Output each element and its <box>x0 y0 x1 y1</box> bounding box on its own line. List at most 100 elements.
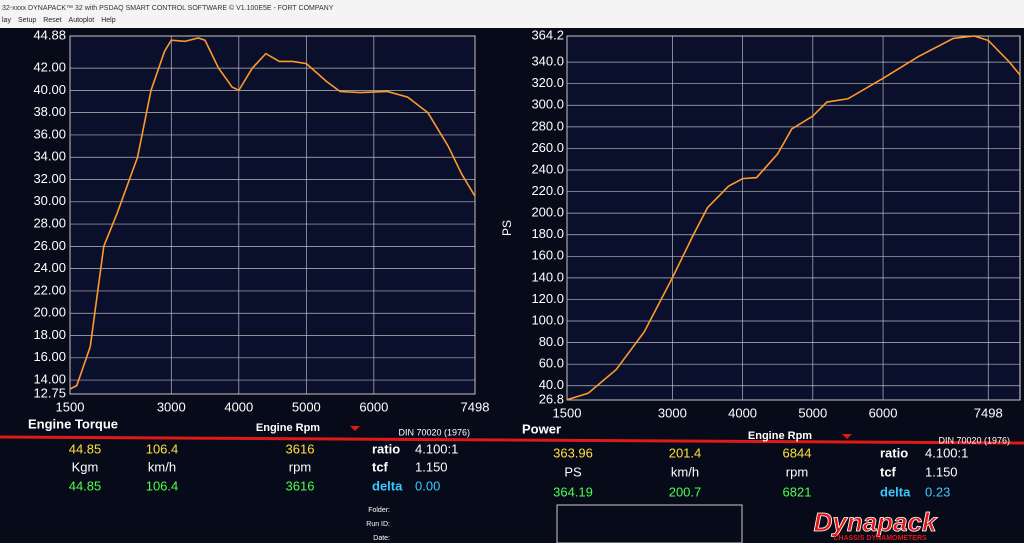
x-axis-label: Engine Rpm <box>748 430 812 442</box>
sort-arrow <box>842 434 852 439</box>
readout-value: km/h <box>148 459 176 474</box>
y-tick-label: 40.0 <box>539 377 564 392</box>
readout-value: km/h <box>671 464 699 479</box>
y-tick-label: 300.0 <box>531 97 564 112</box>
y-tick-label: 280.0 <box>531 118 564 133</box>
x-tick-label: 4000 <box>728 405 757 420</box>
readout-value: 364.19 <box>553 484 593 499</box>
run-info-label: Run ID: <box>366 521 390 528</box>
y-tick-label: 80.0 <box>539 334 564 349</box>
x-tick-label: 4000 <box>224 399 253 414</box>
x-tick-label: 7498 <box>974 405 1003 420</box>
x-tick-label: 1500 <box>553 405 582 420</box>
readout-value: ratio <box>372 441 400 456</box>
standard-note: DIN 70020 (1976) <box>938 435 1010 445</box>
readout-value: 201.4 <box>669 445 702 460</box>
y-tick-label: 42.00 <box>33 60 66 75</box>
logo: Dynapack <box>814 507 938 537</box>
y-tick-label: 32.00 <box>33 171 66 186</box>
comment-box <box>556 504 743 543</box>
y-tick-label: 44.88 <box>33 27 66 42</box>
x-tick-label: 7498 <box>461 399 490 414</box>
y-tick-label: 24.00 <box>33 260 66 275</box>
x-tick-label: 3000 <box>157 399 186 414</box>
menu-item[interactable]: Setup <box>18 17 36 24</box>
y-tick-label: 28.00 <box>33 216 66 231</box>
y-tick-label: 14.00 <box>33 372 66 387</box>
y-tick-label: 60.0 <box>539 356 564 371</box>
readout-value: 1.150 <box>415 459 448 474</box>
chart-title: Power <box>522 421 561 436</box>
y-tick-label: 260.0 <box>531 140 564 155</box>
run-info-label: Folder: <box>368 507 390 514</box>
readout-value: 1.150 <box>925 464 958 479</box>
readout-value: 44.85 <box>69 478 102 493</box>
readout-value: Kgm <box>72 459 99 474</box>
y-tick-label: 26.8 <box>539 391 564 406</box>
divider <box>0 435 1024 445</box>
menu-item[interactable]: Reset <box>43 17 61 24</box>
y-tick-label: 34.00 <box>33 149 66 164</box>
sort-arrow <box>350 426 360 431</box>
x-axis-label: Engine Rpm <box>256 422 320 434</box>
y-tick-label: 340.0 <box>531 54 564 69</box>
y-tick-label: 26.00 <box>33 238 66 253</box>
y-tick-label: 320.0 <box>531 75 564 90</box>
y-tick-label: 240.0 <box>531 161 564 176</box>
readout-value: 106.4 <box>146 478 179 493</box>
y-tick-label: 22.00 <box>33 282 66 297</box>
menu-item[interactable]: Autoplot <box>69 17 95 24</box>
readout-value: rpm <box>786 464 808 479</box>
y-tick-label: 12.75 <box>33 385 66 400</box>
data-line <box>69 37 476 390</box>
y-tick-label: 200.0 <box>531 205 564 220</box>
x-tick-label: 5000 <box>798 405 827 420</box>
readout-value: 200.7 <box>669 484 702 499</box>
readout-value: ratio <box>880 445 908 460</box>
run-info-label: Date: <box>373 535 390 542</box>
y-tick-label: 364.2 <box>531 27 564 42</box>
x-tick-label: 3000 <box>658 405 687 420</box>
y-tick-label: 40.00 <box>33 82 66 97</box>
readout-value: 0.23 <box>925 484 950 499</box>
readout-value: tcf <box>880 464 897 479</box>
y-tick-label: 36.00 <box>33 126 66 141</box>
readout-value: 6844 <box>783 445 812 460</box>
readout-value: 3616 <box>286 441 315 456</box>
readout-value: rpm <box>289 459 311 474</box>
chart-title: Engine Torque <box>28 416 118 431</box>
readout-value: delta <box>880 484 911 499</box>
y-tick-label: 16.00 <box>33 349 66 364</box>
x-tick-label: 6000 <box>359 399 388 414</box>
standard-note: DIN 70020 (1976) <box>398 427 470 437</box>
readout-value: PS <box>564 464 582 479</box>
readout-value: 4.100:1 <box>925 445 968 460</box>
y-tick-label: 38.00 <box>33 104 66 119</box>
y-tick-label: 20.00 <box>33 305 66 320</box>
y-tick-label: 100.0 <box>531 312 564 327</box>
readout-value: 6821 <box>783 484 812 499</box>
x-tick-label: 6000 <box>869 405 898 420</box>
y-tick-label: 120.0 <box>531 291 564 306</box>
y-tick-label: 220.0 <box>531 183 564 198</box>
readout-value: 363.96 <box>553 445 593 460</box>
readout-value: 4.100:1 <box>415 441 458 456</box>
x-tick-label: 5000 <box>292 399 321 414</box>
logo-sub: CHASSIS DYNAMOMETERS <box>833 535 927 542</box>
readout-value: 0.00 <box>415 478 440 493</box>
y-tick-label: 180.0 <box>531 226 564 241</box>
y-tick-label: 30.00 <box>33 193 66 208</box>
readout-value: 3616 <box>286 478 315 493</box>
window-title: 32-xxxx DYNAPACK™ 32 with PSDAQ SMART CO… <box>2 4 334 12</box>
menu-item[interactable]: lay <box>2 17 11 24</box>
plot-area <box>69 35 476 395</box>
menu-item[interactable]: Help <box>101 17 116 24</box>
plot-area <box>566 35 1021 401</box>
readout-value: tcf <box>372 459 389 474</box>
y-tick-label: 18.00 <box>33 327 66 342</box>
x-tick-label: 1500 <box>56 399 85 414</box>
readout-value: 44.85 <box>69 441 102 456</box>
y-tick-label: 140.0 <box>531 269 564 284</box>
y-tick-label: 160.0 <box>531 248 564 263</box>
